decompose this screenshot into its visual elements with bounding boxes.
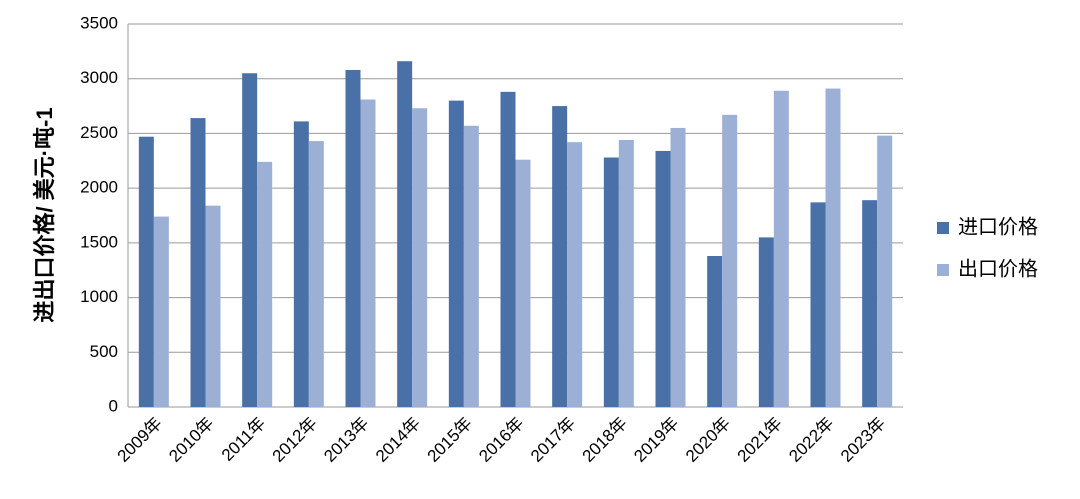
- y-axis-label: 进出口价格/ 美元·吨-1: [32, 107, 57, 322]
- bar: [552, 106, 568, 408]
- y-tick-label: 500: [90, 342, 118, 361]
- legend-label: 出口价格: [958, 257, 1038, 280]
- x-tick-label: 2014年: [372, 414, 424, 466]
- bar: [603, 157, 619, 407]
- bar: [773, 90, 789, 407]
- bar: [190, 118, 206, 407]
- bar: [707, 255, 723, 407]
- bar: [293, 121, 309, 408]
- bar: [205, 205, 221, 407]
- bar: [412, 108, 428, 407]
- x-tick-label: 2012年: [269, 414, 321, 466]
- bar: [722, 114, 738, 407]
- x-tick-label: 2010年: [165, 414, 217, 466]
- bar: [862, 200, 878, 407]
- x-tick-label: 2020年: [682, 414, 734, 466]
- y-tick-label: 0: [109, 396, 118, 415]
- x-tick-label: 2016年: [475, 414, 527, 466]
- bar: [345, 69, 361, 408]
- bar: [138, 136, 154, 407]
- x-tick-label: 2023年: [837, 414, 889, 466]
- bar: [567, 142, 583, 407]
- x-tick-label: 2018年: [579, 414, 631, 466]
- y-tick-label: 1000: [80, 287, 118, 306]
- x-tick-label: 2015年: [424, 414, 476, 466]
- x-tick-label: 2013年: [320, 414, 372, 466]
- bar: [463, 125, 479, 408]
- x-tick-label: 2021年: [734, 414, 786, 466]
- bar: [257, 161, 273, 407]
- bar: [448, 100, 464, 407]
- bar: [655, 150, 671, 408]
- y-tick-label: 2500: [80, 123, 118, 142]
- bar: [500, 91, 516, 408]
- legend-swatch: [937, 222, 949, 234]
- bar: [242, 73, 258, 407]
- bar: [825, 88, 841, 407]
- y-tick-label: 1500: [80, 232, 118, 251]
- bar: [397, 61, 413, 407]
- x-tick-label: 2017年: [527, 414, 579, 466]
- bar: [618, 139, 634, 407]
- y-tick-label: 3000: [80, 68, 118, 87]
- bar: [670, 127, 686, 407]
- bar: [810, 202, 826, 407]
- x-tick-label: 2022年: [785, 414, 837, 466]
- bar: [308, 141, 324, 408]
- y-tick-label: 3500: [80, 13, 118, 32]
- legend-swatch: [937, 264, 949, 276]
- x-tick-label: 2019年: [630, 414, 682, 466]
- bar: [877, 135, 893, 408]
- bar: [153, 216, 169, 407]
- bar: [360, 99, 376, 408]
- bar: [758, 237, 774, 407]
- y-tick-label: 2000: [80, 178, 118, 197]
- x-tick-label: 2009年: [114, 414, 166, 466]
- x-tick-label: 2011年: [218, 414, 269, 465]
- bar: [515, 159, 531, 407]
- legend-label: 进口价格: [958, 215, 1038, 238]
